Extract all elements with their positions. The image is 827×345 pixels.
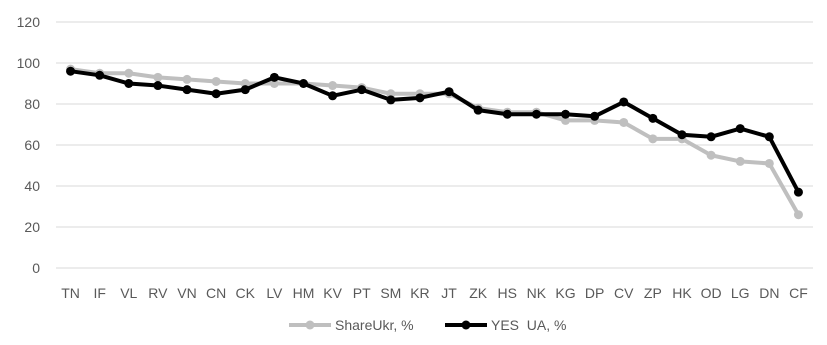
legend-label: ShareUkr, % xyxy=(335,317,414,333)
x-tick-label: KG xyxy=(555,285,575,301)
data-point xyxy=(706,150,716,160)
data-point xyxy=(386,89,396,99)
legend-label: YES UA, % xyxy=(491,317,566,333)
data-point xyxy=(211,76,221,86)
data-point xyxy=(124,68,134,78)
data-point xyxy=(95,70,105,80)
series-1 xyxy=(66,66,803,197)
x-tick-label: ZP xyxy=(644,285,662,301)
legend: ShareUkr, % YES UA, % xyxy=(289,317,566,333)
x-tick-label: HS xyxy=(498,285,517,301)
data-point xyxy=(240,79,250,88)
legend-swatch-marker xyxy=(461,320,471,330)
data-point xyxy=(153,72,163,82)
y-axis-tick-labels: 0 20 40 60 80 100 120 xyxy=(17,14,41,276)
data-point xyxy=(444,87,454,97)
data-point xyxy=(182,85,192,95)
data-point xyxy=(735,124,745,134)
y-tick-label: 60 xyxy=(24,137,40,153)
data-point xyxy=(706,132,716,142)
y-tick-label: 40 xyxy=(24,178,40,194)
x-tick-label: TN xyxy=(61,285,80,301)
series-lines xyxy=(66,64,803,220)
data-point xyxy=(764,132,774,142)
x-tick-label: LG xyxy=(731,285,750,301)
y-tick-label: 20 xyxy=(24,219,40,235)
data-point xyxy=(502,109,512,119)
y-tick-label: 120 xyxy=(17,14,41,30)
x-tick-label: LV xyxy=(266,285,283,301)
x-tick-label: ZK xyxy=(469,285,488,301)
x-tick-label: CK xyxy=(236,285,256,301)
data-point xyxy=(619,117,629,127)
x-tick-label: HK xyxy=(672,285,692,301)
data-point xyxy=(153,81,163,91)
legend-item: YES UA, % xyxy=(445,317,566,333)
data-point xyxy=(648,113,658,123)
x-tick-label: SM xyxy=(380,285,401,301)
series-line xyxy=(68,67,801,217)
x-tick-label: DN xyxy=(759,285,779,301)
data-point xyxy=(619,97,629,107)
data-point xyxy=(182,74,192,84)
gridlines xyxy=(56,21,813,269)
x-tick-label: KV xyxy=(323,285,342,301)
data-point xyxy=(240,85,250,95)
y-tick-label: 0 xyxy=(32,260,40,276)
data-point xyxy=(357,85,367,95)
data-point xyxy=(793,187,803,197)
data-point xyxy=(124,79,134,88)
data-point xyxy=(735,156,745,166)
x-tick-label: RV xyxy=(148,285,168,301)
x-tick-label: IF xyxy=(93,285,105,301)
x-tick-label: HM xyxy=(293,285,315,301)
x-tick-label: OD xyxy=(701,285,722,301)
x-tick-label: CN xyxy=(206,285,226,301)
data-point xyxy=(328,81,338,91)
series-line xyxy=(68,69,801,195)
data-point xyxy=(561,115,571,125)
data-point xyxy=(211,89,221,99)
data-point xyxy=(269,79,279,88)
x-tick-label: DP xyxy=(585,285,604,301)
data-point xyxy=(764,158,774,168)
x-tick-label: NK xyxy=(527,285,547,301)
x-tick-label: KR xyxy=(410,285,429,301)
data-point xyxy=(793,210,803,220)
x-tick-label: JT xyxy=(441,285,457,301)
data-point xyxy=(415,93,425,103)
legend-item: ShareUkr, % xyxy=(289,317,414,333)
y-tick-label: 80 xyxy=(24,96,40,112)
data-point xyxy=(386,95,396,105)
data-point xyxy=(561,109,571,119)
data-point xyxy=(473,105,483,115)
x-axis-tick-labels: TN IF VL RV VN CN CK LV HM KV PT SM KR JT ZK HS NK KG DP CV… xyxy=(61,285,808,301)
data-point xyxy=(590,111,600,121)
data-point xyxy=(677,130,687,140)
legend-swatch-marker xyxy=(305,320,315,330)
x-tick-label: PT xyxy=(353,285,371,301)
data-point xyxy=(66,66,76,76)
y-tick-label: 100 xyxy=(17,55,41,71)
data-point xyxy=(269,72,279,82)
x-tick-label: VN xyxy=(177,285,196,301)
x-tick-label: CF xyxy=(789,285,808,301)
data-point xyxy=(531,109,541,119)
x-tick-label: CV xyxy=(614,285,634,301)
data-point xyxy=(648,134,658,144)
data-point xyxy=(298,79,308,88)
data-point xyxy=(328,91,338,101)
x-tick-label: VL xyxy=(120,285,137,301)
